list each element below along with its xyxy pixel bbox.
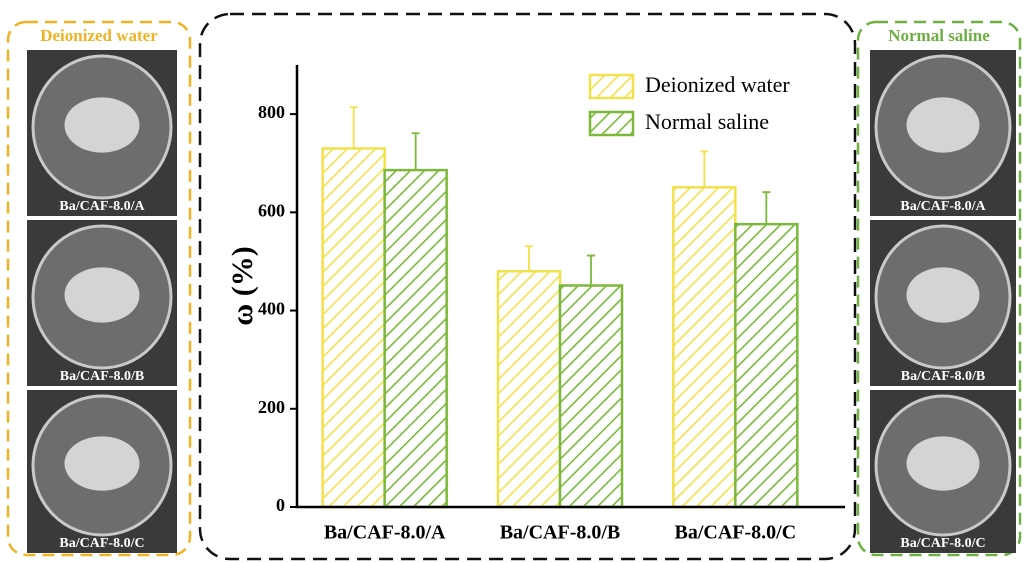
x-tick-label: Ba/CAF-8.0/A [324,522,446,544]
error-bar [762,192,770,224]
error-bar [587,256,595,286]
legend-swatch [590,75,633,98]
sample [65,97,140,152]
y-tick-label: 0 [276,495,285,515]
photo-caption: Ba/CAF-8.0/C [900,536,985,551]
y-tick-label: 200 [258,397,285,417]
y-tick-label: 800 [258,102,285,122]
sample [65,436,140,490]
photo-caption: Ba/CAF-8.0/B [60,369,144,384]
figure: Deionized water Ba/CAF-8.0/A Ba/CAF-8.0/B B… [0,0,1026,563]
panel-title: Deionized water [40,26,158,45]
x-tick-label: Ba/CAF-8.0/B [500,522,621,544]
error-bar [700,151,708,187]
sample [907,436,980,490]
y-tick-label: 600 [258,200,285,220]
error-bar [350,107,358,148]
error-bar [412,133,420,170]
sample [65,267,140,322]
photo-caption: Ba/CAF-8.0/C [59,536,144,551]
bar [735,224,797,507]
sample [907,267,980,322]
legend-swatch [590,112,633,135]
bar [323,148,385,507]
legend-label: Normal saline [645,109,769,134]
panel-title: Normal saline [888,26,990,45]
legend-label: Deionized water [645,72,790,97]
bar [560,286,622,507]
photo-caption: Ba/CAF-8.0/A [59,199,145,214]
photo-caption: Ba/CAF-8.0/A [900,199,986,214]
y-axis-label: ω (%) [226,246,259,325]
error-bar [525,246,533,271]
photo-caption: Ba/CAF-8.0/B [901,369,985,384]
bar [673,187,735,507]
chart: 0 200 400 600 800 ω (%) Ba/CAF-8.0/A Ba/CAF-8.0… [226,65,845,544]
bar [385,170,447,507]
sample [907,97,980,152]
bar [498,271,560,507]
y-tick-label: 400 [258,299,285,319]
x-tick-label: Ba/CAF-8.0/C [674,522,796,544]
